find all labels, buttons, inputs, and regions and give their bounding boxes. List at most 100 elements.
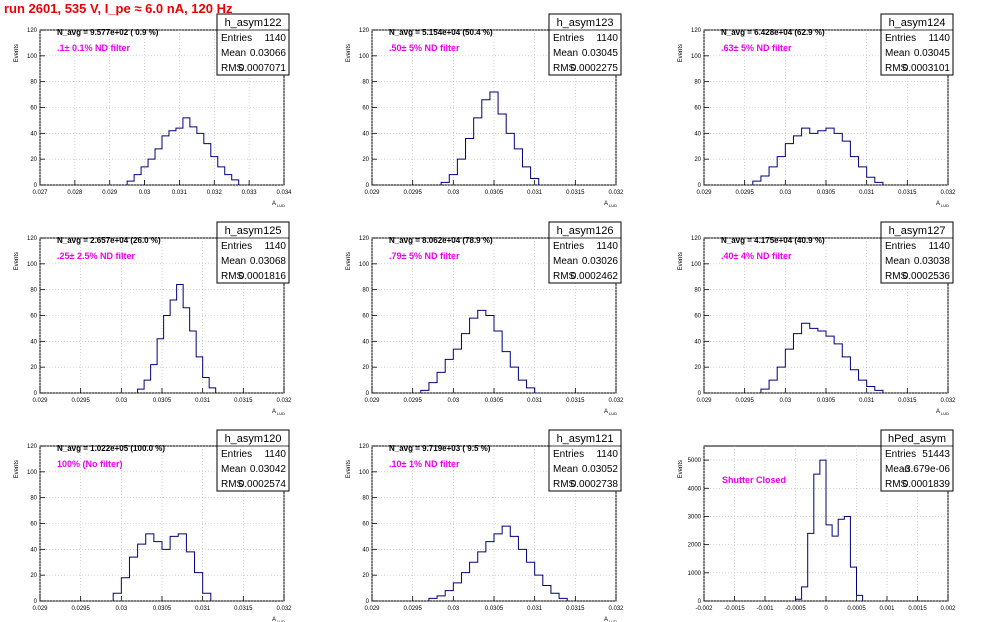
histogram-bin (148, 159, 155, 185)
histogram-bin (810, 328, 818, 393)
histogram-bin (785, 144, 793, 185)
histogram-name: h_asym126 (557, 225, 614, 237)
histogram-bin (518, 380, 526, 393)
histogram-bin (834, 344, 842, 393)
x-tick-label: 0.0295 (403, 398, 422, 404)
filter-label: .79± 5% ND filter (389, 251, 460, 261)
n-avg-annotation: N_avg = 9.577e+02 ( 0.9 %) (57, 28, 159, 37)
histogram-bin (461, 334, 469, 393)
stats-box (216, 221, 290, 284)
x-tick-label: 0.0305 (485, 190, 504, 196)
x-tick-label: 0.03 (447, 606, 459, 612)
y-tick-label: 20 (30, 365, 37, 371)
y-tick-label: 100 (27, 54, 38, 60)
histogram-series (428, 525, 568, 601)
x-tick-label: 0.029 (364, 606, 380, 612)
x-tick-label: 0 (824, 606, 828, 612)
x-axis-label-subscript: LUD (609, 203, 617, 208)
y-tick-label: 120 (359, 28, 370, 34)
x-tick-label: 0.0015 (908, 606, 927, 612)
y-tick-label: 60 (30, 314, 37, 320)
y-tick-label: 0 (366, 183, 370, 189)
y-tick-label: 60 (30, 522, 37, 528)
n-avg-annotation: N_avg = 1.022e+05 (100.0 %) (57, 444, 165, 453)
histogram-bin (844, 516, 850, 601)
histogram-bin (486, 316, 494, 394)
y-tick-label: 1000 (688, 571, 702, 577)
n-avg-annotation: N_avg = 9.719e+03 ( 9.5 %) (389, 444, 491, 453)
stats-value: 0.0007071 (239, 63, 287, 74)
histogram-bin (138, 389, 145, 393)
x-axis-label-subscript: LUD (609, 411, 617, 416)
x-tick-label: 0.031 (172, 190, 188, 196)
histogram-bin (543, 586, 551, 602)
x-tick-label: 0.032 (940, 398, 956, 404)
y-tick-label: 60 (362, 314, 369, 320)
filter-label: .40± 4% ND filter (721, 251, 792, 261)
histogram-bin (178, 534, 186, 601)
histogram-name: h_asym127 (889, 225, 946, 237)
histogram-bin (478, 552, 486, 601)
stats-value: 1140 (596, 33, 618, 44)
histogram-bin (498, 114, 506, 185)
stats-value: 0.03052 (582, 464, 619, 475)
histogram-bin (151, 365, 158, 393)
x-tick-label: 0.032 (608, 190, 624, 196)
histogram-bin (437, 372, 445, 393)
histogram-bin (859, 167, 867, 185)
y-tick-label: 4000 (688, 486, 702, 492)
histogram-bin (514, 149, 522, 185)
y-tick-label: 80 (362, 288, 369, 294)
histogram-bin (826, 336, 834, 393)
y-tick-label: 20 (362, 365, 369, 371)
y-tick-label: 100 (27, 470, 38, 476)
x-tick-label: 0.034 (276, 190, 292, 196)
x-tick-label: 0.03 (447, 190, 459, 196)
stats-label: RMS (885, 63, 908, 74)
histogram-bin (225, 175, 232, 185)
histogram-series (752, 127, 884, 185)
histogram-bin (761, 176, 769, 185)
x-axis-label: A (272, 409, 276, 415)
x-tick-label: 0.0315 (898, 190, 917, 196)
y-tick-label: 0 (366, 599, 370, 605)
x-tick-label: 0.03 (447, 398, 459, 404)
filter-label: .1± 0.1% ND filter (57, 43, 130, 53)
stats-label: RMS (553, 479, 576, 490)
histogram-panel-h_asym125: 0.029 0.0295 0.03 0.0305 0.031 0.0315 0.032 0 20… (14, 221, 292, 416)
histogram-bin (510, 367, 518, 393)
histogram-bin (769, 380, 777, 393)
y-tick-label: 100 (359, 470, 370, 476)
histogram-bin (134, 175, 141, 185)
histogram-bin (466, 139, 474, 186)
stats-value: 1140 (264, 241, 286, 252)
x-tick-label: 0.0295 (735, 398, 754, 404)
x-tick-label: 0.03 (115, 606, 127, 612)
x-tick-label: 0.0315 (566, 606, 585, 612)
histogram-bin (785, 349, 793, 393)
stats-value: 1140 (264, 449, 286, 460)
histogram-bin (802, 587, 808, 601)
x-tick-label: 0.0295 (403, 190, 422, 196)
histogram-bin (867, 387, 875, 393)
stats-value: 0.03042 (250, 464, 287, 475)
stats-value: 0.03066 (250, 48, 287, 59)
y-tick-label: 20 (362, 157, 369, 163)
x-axis-label: A (604, 409, 608, 415)
histogram-bin (850, 567, 856, 601)
stats-value: 0.03068 (250, 256, 287, 267)
histogram-bin (826, 525, 832, 601)
y-tick-label: 80 (30, 288, 37, 294)
x-tick-label: 0.0305 (153, 606, 172, 612)
histogram-series (112, 533, 212, 601)
x-tick-label: 0.031 (859, 190, 875, 196)
histogram-bin (810, 133, 818, 185)
histogram-series (440, 91, 540, 185)
histogram-bin (127, 181, 134, 185)
histogram-bin (867, 177, 875, 185)
histogram-bin (802, 128, 810, 185)
histogram-panel-h_asym126: 0.029 0.0295 0.03 0.0305 0.031 0.0315 0.032 0 20… (346, 221, 624, 416)
x-tick-label: 0.032 (608, 606, 624, 612)
x-tick-label: 0.027 (32, 190, 48, 196)
x-tick-label: 0.0315 (566, 190, 585, 196)
